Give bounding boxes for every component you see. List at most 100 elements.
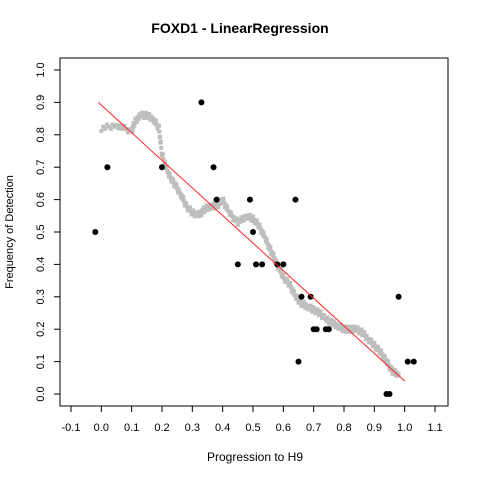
smoothed-point	[164, 164, 169, 169]
smoothed-point	[358, 330, 363, 335]
smoothed-point	[226, 209, 231, 214]
smoothed-point	[149, 114, 154, 119]
observed-point	[198, 99, 205, 106]
x-axis-title: Progression to H9	[206, 450, 304, 464]
smoothed-point	[315, 307, 320, 312]
x-tick-label: 0.8	[336, 422, 351, 434]
smoothed-point	[184, 201, 189, 206]
smoothed-point	[325, 315, 330, 320]
smoothed-point	[205, 205, 210, 210]
smoothed-point	[225, 204, 230, 209]
smoothed-point	[134, 120, 139, 125]
smoothed-point	[231, 218, 236, 223]
smoothed-point	[101, 124, 106, 129]
smoothed-series	[99, 110, 401, 378]
smoothed-point	[217, 202, 222, 207]
smoothed-point	[322, 313, 327, 318]
observed-point	[313, 326, 320, 333]
y-tick-label: 0.1	[35, 354, 47, 369]
observed-point	[386, 391, 393, 397]
smoothed-point	[332, 319, 337, 324]
smoothed-point	[158, 139, 163, 144]
smoothed-point	[130, 129, 135, 134]
smoothed-point	[170, 180, 175, 185]
observed-point	[210, 164, 217, 171]
smoothed-point	[227, 213, 232, 218]
smoothed-point	[203, 205, 208, 210]
smoothed-point	[382, 354, 387, 359]
smoothed-point	[188, 208, 193, 213]
smoothed-point	[267, 247, 272, 252]
smoothed-point	[291, 288, 296, 293]
smoothed-point	[106, 124, 111, 129]
smoothed-point	[216, 205, 221, 210]
smoothed-point	[114, 123, 119, 128]
observed-point	[213, 196, 220, 203]
smoothed-point	[153, 118, 158, 123]
smoothed-point	[105, 122, 110, 127]
x-tick-label: 0.1	[124, 422, 139, 434]
observed-point	[410, 358, 417, 365]
observed-point	[295, 358, 302, 365]
smoothed-point	[230, 214, 235, 219]
smoothed-point	[342, 324, 346, 329]
x-tick-label: 0.5	[245, 422, 260, 434]
observed-point	[234, 261, 241, 268]
smoothed-point	[372, 340, 377, 345]
smoothed-point	[338, 322, 343, 327]
smoothed-point	[254, 218, 259, 223]
smoothed-point	[318, 309, 323, 314]
smoothed-point	[392, 367, 397, 372]
smoothed-point	[249, 218, 254, 223]
smoothed-point	[156, 123, 161, 128]
observed-point	[307, 293, 314, 300]
smoothed-point	[232, 215, 237, 220]
x-tick-label: 0.7	[306, 422, 321, 434]
smoothed-point	[355, 325, 360, 330]
observed-point	[92, 229, 99, 235]
observed-point	[159, 164, 165, 171]
smoothed-point	[159, 145, 164, 150]
smoothed-point	[197, 214, 202, 219]
x-tick-label: -0.1	[62, 422, 81, 434]
x-tick-label: 0.9	[367, 422, 382, 434]
observed-point	[253, 261, 260, 268]
smoothed-point	[219, 201, 224, 206]
observed-point	[395, 293, 402, 300]
smoothed-point	[311, 305, 316, 310]
smoothed-point	[160, 152, 165, 157]
smoothed-point	[99, 128, 104, 133]
smoothed-point	[110, 122, 115, 127]
smoothed-point	[369, 337, 374, 342]
y-tick-label: 0.0	[35, 386, 47, 401]
observed-point	[292, 196, 299, 203]
smoothed-point	[191, 208, 196, 213]
smoothed-point	[329, 317, 334, 322]
smoothed-point	[206, 207, 211, 212]
smoothed-point	[171, 177, 176, 182]
observed-point	[246, 196, 253, 203]
y-tick-label: 0.4	[35, 257, 47, 272]
smoothed-point	[285, 280, 290, 285]
observed-point	[104, 164, 111, 171]
smoothed-point	[304, 302, 309, 307]
smoothed-point	[241, 218, 246, 223]
smoothed-point	[132, 121, 137, 126]
smoothed-point	[301, 299, 306, 304]
smoothed-point	[316, 310, 321, 315]
observed-point	[280, 261, 287, 268]
observed-point	[325, 326, 332, 333]
smoothed-point	[157, 129, 162, 134]
smoothed-point	[285, 276, 290, 281]
smoothed-point	[199, 213, 204, 218]
x-tick-label: 0.0	[94, 422, 109, 434]
smoothed-point	[211, 201, 216, 206]
y-tick-label: 0.5	[35, 224, 47, 239]
smoothed-point	[364, 334, 369, 339]
smoothed-point	[385, 359, 390, 364]
observed-series	[92, 99, 417, 397]
smoothed-point	[188, 205, 193, 210]
smoothed-point	[396, 372, 401, 377]
